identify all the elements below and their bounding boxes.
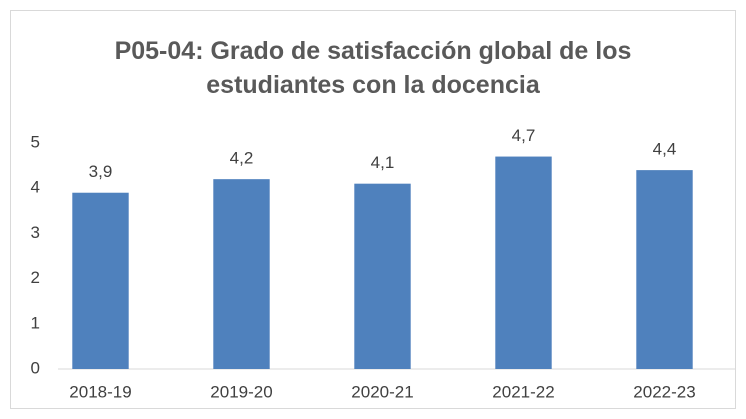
x-tick-label: 2019-20 [210,382,272,401]
bar [636,170,693,369]
y-tick-label: 4 [31,178,40,197]
bar [354,183,411,369]
bar [213,179,270,369]
y-tick-label: 5 [31,132,40,151]
x-tick-label: 2018-19 [69,382,131,401]
chart-border [10,10,736,409]
y-tick-label: 0 [31,358,40,377]
x-tick-label: 2021-22 [492,382,554,401]
data-label: 3,9 [89,162,113,181]
data-label: 4,7 [512,126,536,145]
y-tick-label: 1 [31,313,40,332]
data-label: 4,2 [230,149,254,168]
y-tick-label: 2 [31,268,40,287]
data-label: 4,4 [653,140,677,159]
bar [72,192,129,369]
data-label: 4,1 [371,153,395,172]
chart-title: P05-04: Grado de satisfacción global de … [114,37,632,99]
x-tick-label: 2022-23 [633,382,695,401]
y-tick-label: 3 [31,223,40,242]
x-tick-label: 2020-21 [351,382,413,401]
bar [495,156,552,369]
